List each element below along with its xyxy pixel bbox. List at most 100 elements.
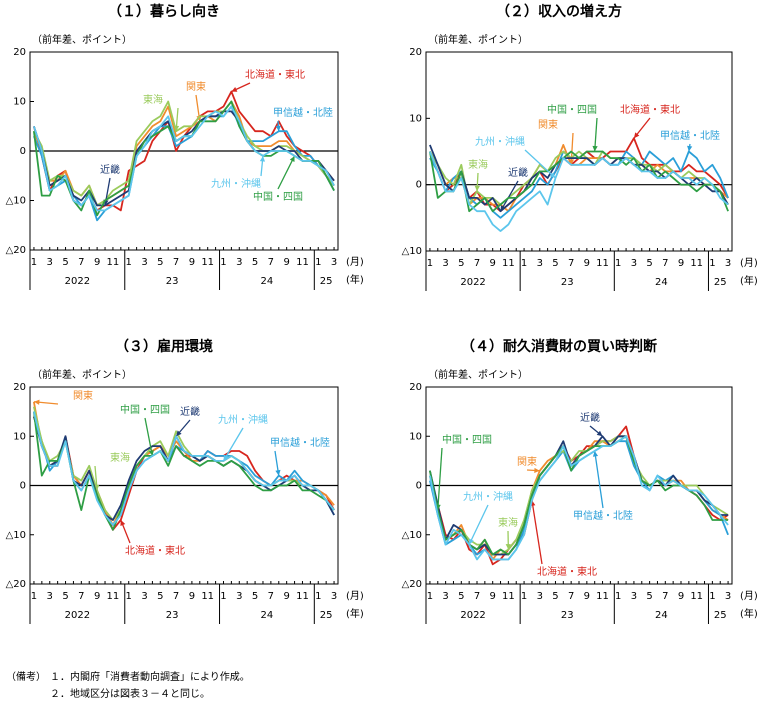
x-tick-label: 3	[442, 258, 448, 269]
series-label: 東海	[468, 158, 488, 171]
y-tick-label: 0	[416, 481, 422, 492]
y-tick-label: △10	[402, 530, 422, 541]
year-label: 23	[166, 610, 179, 621]
series-label: 九州・沖縄	[463, 490, 513, 503]
series-label: 東海	[110, 451, 130, 464]
year-label: 2022	[460, 610, 485, 621]
x-tick-label: 3	[236, 591, 242, 602]
y-tick-label: 10	[409, 431, 422, 442]
x-tick-label: 1	[427, 258, 433, 269]
year-label: 25	[714, 610, 727, 621]
x-tick-label: 1	[521, 258, 527, 269]
series-label: 甲信越・北陸	[573, 509, 633, 522]
y-tick-label: △10	[6, 530, 26, 541]
y-axis-label: （前年差、ポイント）	[428, 33, 528, 46]
year-label: 23	[561, 277, 574, 288]
arrow-head	[231, 86, 238, 92]
series-label: 中国・四国	[120, 403, 170, 416]
x-unit: (月)	[346, 590, 364, 602]
x-tick-label: 3	[631, 258, 637, 269]
x-tick-label: 1	[427, 591, 433, 602]
x-tick-label: 11	[502, 258, 515, 269]
y-tick-label: 0	[416, 180, 422, 191]
x-tick-label: 9	[490, 591, 496, 602]
x-tick-label: 3	[537, 591, 543, 602]
x-tick-label: 1	[521, 591, 527, 602]
year-label: 25	[320, 276, 333, 287]
x-tick-label: 11	[107, 591, 120, 602]
x-tick-label: 1	[709, 258, 715, 269]
x-tick-label: 1	[615, 591, 621, 602]
chart-title: （４）耐久消費財の買い時判断	[461, 338, 657, 355]
arrow-head	[223, 454, 229, 461]
series-label: 九州・沖縄	[475, 135, 525, 148]
x-tick-label: 3	[141, 591, 147, 602]
x-tick-label: 1	[315, 591, 321, 602]
x-tick-label: 3	[725, 258, 731, 269]
x-unit: (月)	[346, 256, 364, 268]
y-axis-label: （前年差、ポイント）	[428, 368, 528, 381]
x-tick-label: 5	[62, 257, 68, 268]
series-label: 北海道・東北	[620, 103, 680, 116]
arrow-head	[592, 451, 599, 457]
year-unit: (年)	[740, 274, 758, 287]
year-label: 23	[166, 276, 179, 287]
chart-title: （３）雇用環境	[115, 338, 213, 355]
x-tick-label: 9	[283, 257, 289, 268]
series-line	[429, 150, 729, 213]
x-tick-label: 11	[201, 591, 214, 602]
series-label: 関東	[73, 389, 93, 402]
x-tick-label: 5	[646, 591, 652, 602]
arrow-head	[289, 155, 295, 162]
arrow-head	[633, 132, 640, 139]
x-tick-label: 7	[173, 257, 179, 268]
series-label: 甲信越・北陸	[273, 106, 333, 119]
x-tick-label: 1	[31, 591, 37, 602]
series-label: 北海道・東北	[537, 565, 597, 578]
series-line	[429, 435, 729, 561]
arrow-head	[33, 399, 40, 405]
year-label: 2022	[65, 610, 90, 621]
series-label: 近畿	[508, 166, 528, 179]
label-arrow	[144, 417, 154, 457]
x-tick-label: 7	[268, 257, 274, 268]
x-tick-label: 1	[315, 257, 321, 268]
label-arrow	[468, 504, 489, 545]
year-label: 24	[655, 610, 668, 621]
arrow-head	[148, 450, 154, 456]
y-tick-label: △20	[402, 579, 422, 590]
year-label: 25	[320, 610, 333, 621]
x-tick-label: 7	[568, 258, 574, 269]
x-tick-label: 7	[662, 258, 668, 269]
x-tick-label: 9	[189, 591, 195, 602]
x-tick-label: 5	[252, 591, 258, 602]
x-tick-label: 3	[47, 257, 53, 268]
x-tick-label: 3	[631, 591, 637, 602]
x-tick-label: 1	[31, 257, 37, 268]
y-tick-label: 10	[13, 97, 26, 108]
label-arrow	[594, 450, 604, 509]
series-label: 関東	[538, 118, 558, 131]
x-tick-label: 9	[94, 257, 100, 268]
x-unit: (月)	[740, 257, 758, 269]
x-tick-label: 1	[126, 591, 132, 602]
year-unit: (年)	[346, 607, 364, 620]
x-tick-label: 7	[662, 591, 668, 602]
x-tick-label: 11	[596, 591, 609, 602]
series-label: 近畿	[100, 163, 120, 176]
series-label: 近畿	[180, 405, 200, 418]
label-arrow	[499, 180, 519, 212]
series-label: 関東	[186, 80, 206, 93]
series-label: 甲信越・北陸	[660, 129, 720, 142]
x-tick-label: 11	[690, 258, 703, 269]
y-tick-label: 20	[409, 47, 422, 58]
x-tick-label: 3	[537, 258, 543, 269]
x-tick-label: 9	[189, 257, 195, 268]
year-label: 2022	[65, 276, 90, 287]
series-line	[429, 151, 729, 232]
arrow-head	[549, 172, 556, 179]
series-line	[33, 100, 335, 207]
arrow-head	[596, 430, 603, 437]
arrow-head	[94, 484, 100, 491]
